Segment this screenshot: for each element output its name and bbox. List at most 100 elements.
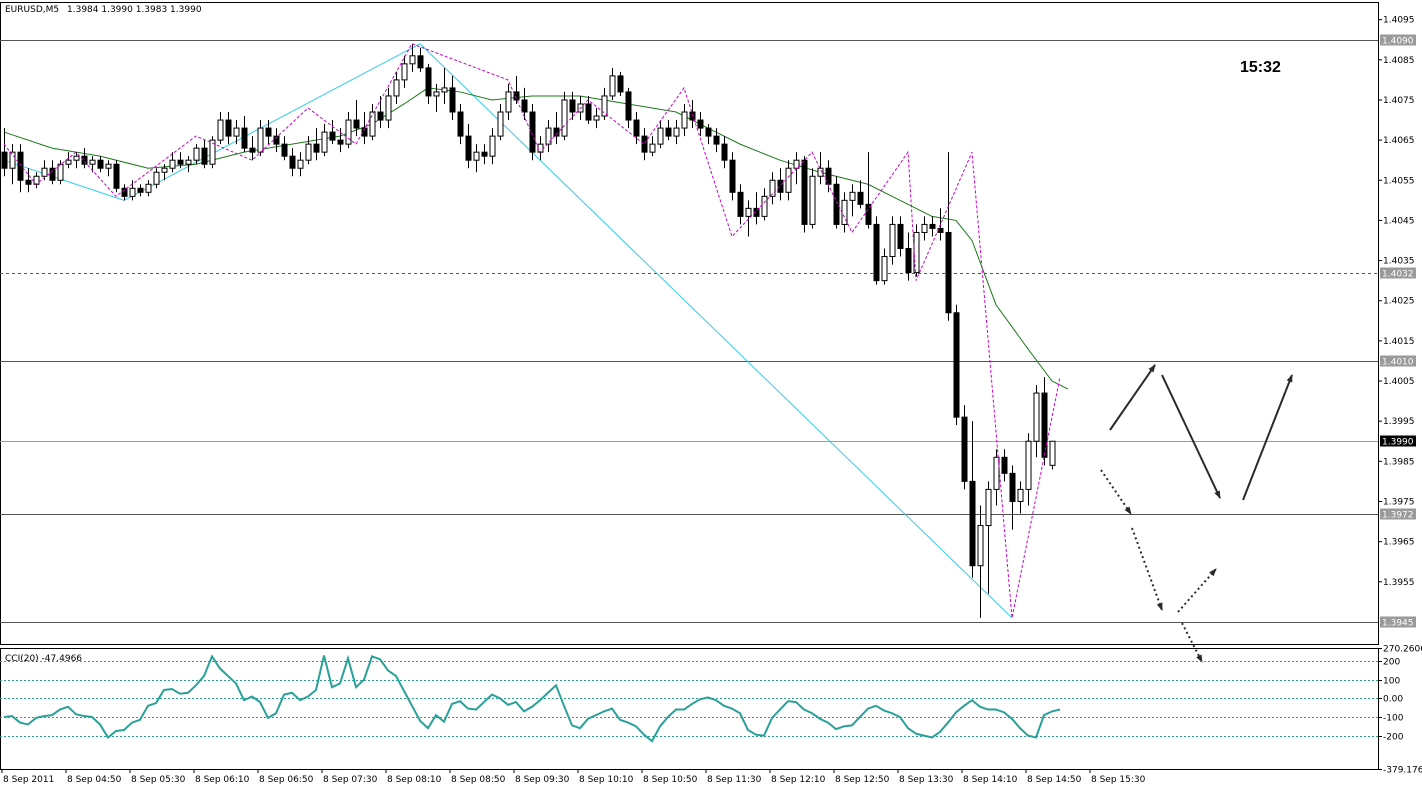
candle bbox=[929, 216, 936, 237]
candle-body-bull bbox=[681, 111, 688, 129]
candle-body-bear bbox=[25, 179, 32, 185]
candle bbox=[337, 128, 344, 153]
candle-body-bear bbox=[177, 159, 184, 165]
candle-body-bear bbox=[1009, 472, 1016, 502]
candle bbox=[625, 87, 632, 129]
candle-body-bear bbox=[665, 127, 672, 137]
candle-body-bull bbox=[881, 256, 888, 282]
candle bbox=[729, 152, 736, 201]
candle-body-bear bbox=[425, 67, 432, 97]
level-label: 1.4032 bbox=[1382, 270, 1414, 280]
time-tick-label: 8 Sep 11:30 bbox=[707, 775, 762, 785]
projection-arrows bbox=[1100, 364, 1293, 663]
candle-body-bull bbox=[817, 167, 824, 177]
price-tick-label: 1.4035 bbox=[1383, 257, 1415, 267]
candle-body-bear bbox=[953, 312, 960, 418]
clock-label: 15:32 bbox=[1240, 59, 1281, 76]
candle bbox=[873, 216, 880, 285]
time-tick-label: 8 Sep 10:10 bbox=[579, 775, 634, 785]
candle bbox=[521, 87, 528, 121]
candle-body-bear bbox=[313, 143, 320, 153]
candle-body-bear bbox=[961, 416, 968, 482]
candle bbox=[529, 103, 536, 161]
time-tick-label: 8 Sep 10:50 bbox=[643, 775, 698, 785]
candle bbox=[921, 216, 928, 241]
candlesticks bbox=[1, 43, 1056, 618]
candle bbox=[369, 103, 376, 141]
candle bbox=[897, 216, 904, 257]
candle-body-bull bbox=[785, 167, 792, 193]
candle bbox=[113, 160, 120, 193]
candle-body-bull bbox=[673, 127, 680, 137]
candle-body-bull bbox=[849, 191, 856, 201]
candle bbox=[9, 144, 16, 185]
trendlines bbox=[3, 43, 1013, 619]
candle bbox=[105, 160, 112, 177]
candle bbox=[785, 160, 792, 201]
candle-body-bull bbox=[913, 231, 920, 274]
time-tick-label: 8 Sep 12:10 bbox=[771, 775, 826, 785]
candle-body-bull bbox=[1017, 488, 1024, 502]
candle bbox=[697, 112, 704, 137]
candle-body-bull bbox=[145, 183, 152, 193]
candle bbox=[433, 83, 440, 113]
candle-body-bear bbox=[249, 147, 256, 153]
candle-body-bear bbox=[777, 179, 784, 193]
candle-body-bull bbox=[169, 159, 176, 169]
price-tick-label: 1.4015 bbox=[1383, 337, 1415, 347]
candle-body-bear bbox=[737, 191, 744, 217]
candle bbox=[649, 136, 656, 157]
cci-label: CCI(20) -47.4966 bbox=[5, 654, 82, 664]
candle bbox=[249, 136, 256, 161]
time-tick-label: 8 Sep 04:50 bbox=[67, 775, 122, 785]
candle bbox=[1009, 465, 1016, 530]
candle-body-bear bbox=[465, 135, 472, 161]
candle bbox=[97, 156, 104, 173]
candle-body-bull bbox=[385, 95, 392, 121]
candle-body-bear bbox=[449, 87, 456, 113]
level-label-box bbox=[1380, 616, 1416, 628]
candle-body-bear bbox=[929, 223, 936, 229]
candle-body-bear bbox=[801, 159, 808, 225]
candle-body-bull bbox=[609, 75, 616, 97]
candle bbox=[177, 152, 184, 169]
level-label: 1.3990 bbox=[1382, 438, 1414, 448]
candle-body-bear bbox=[833, 183, 840, 225]
candle bbox=[49, 160, 56, 185]
candle bbox=[225, 112, 232, 145]
projection-arrow-dotted bbox=[1177, 568, 1217, 613]
candle-body-bull bbox=[209, 139, 216, 165]
candle bbox=[201, 140, 208, 169]
candle bbox=[753, 192, 760, 225]
candle-body-bear bbox=[873, 223, 880, 282]
time-tick-label: 8 Sep 09:30 bbox=[515, 775, 570, 785]
candle bbox=[617, 71, 624, 96]
candle-body-bull bbox=[545, 127, 552, 145]
price-tick-label: 1.4065 bbox=[1383, 136, 1415, 146]
candle bbox=[1033, 385, 1040, 458]
candle-body-bear bbox=[97, 159, 104, 169]
candle bbox=[329, 120, 336, 145]
price-tick-label: 1.4085 bbox=[1383, 56, 1415, 66]
candle bbox=[81, 148, 88, 169]
candle-body-bear bbox=[121, 187, 128, 197]
candle bbox=[153, 168, 160, 189]
zigzag bbox=[3, 43, 1061, 619]
candle-body-bull bbox=[489, 135, 496, 157]
candle-body-bull bbox=[561, 99, 568, 137]
candle bbox=[569, 91, 576, 121]
candle bbox=[137, 184, 144, 197]
candle-body-bull bbox=[473, 151, 480, 161]
candle bbox=[945, 152, 952, 321]
candle bbox=[633, 112, 640, 145]
candle-body-bull bbox=[793, 159, 800, 169]
candle-body-bear bbox=[825, 167, 832, 185]
candle-body-bull bbox=[601, 95, 608, 117]
candle-body-bear bbox=[529, 111, 536, 153]
projection-arrow-dotted bbox=[1181, 622, 1203, 663]
price-tick-label: 1.3975 bbox=[1383, 497, 1415, 507]
candle-body-bull bbox=[769, 179, 776, 197]
candle-body-bull bbox=[409, 55, 416, 65]
level-label-box bbox=[1380, 508, 1416, 520]
candle bbox=[305, 136, 312, 165]
